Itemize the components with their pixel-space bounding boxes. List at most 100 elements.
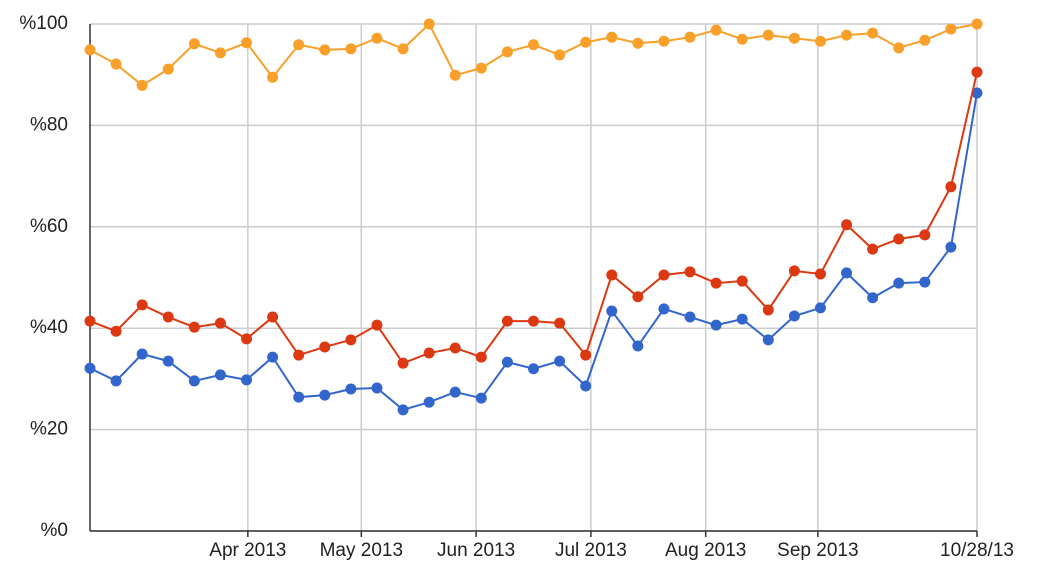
data-point [710,277,722,289]
data-point [214,47,226,59]
data-point [475,392,487,404]
data-point [919,34,931,46]
data-point [501,46,513,58]
data-point [919,276,931,288]
data-point [293,349,305,361]
data-point [475,351,487,363]
data-point [84,362,96,374]
y-tick-label: %40 [30,317,68,338]
data-point [188,375,200,387]
data-point [188,38,200,50]
x-tick-label: May 2013 [320,540,403,561]
data-point [397,357,409,369]
data-point [867,243,879,255]
data-point [267,311,279,323]
data-point [867,27,879,39]
data-point [214,317,226,329]
x-tick-label: Jun 2013 [437,540,515,561]
data-point [528,315,539,327]
data-point [162,63,174,75]
data-point [710,319,722,331]
data-point [528,363,539,375]
data-point [945,241,957,253]
data-point [736,33,748,45]
data-point [736,313,748,325]
data-point [814,302,826,314]
data-point [658,269,670,281]
data-point [971,18,983,30]
data-point [658,35,670,47]
y-tick-label: %60 [30,216,68,237]
data-point [554,49,566,61]
data-point [632,291,644,303]
data-point [684,311,696,323]
y-tick-label: %100 [19,13,68,34]
data-point [345,383,357,395]
data-point [241,333,253,345]
data-point [449,386,461,398]
data-point [554,355,566,367]
data-point [501,315,513,327]
data-point [449,69,461,81]
data-point [788,32,800,44]
x-tick-label: Sep 2013 [777,540,858,561]
data-point [84,315,96,327]
data-point [580,36,592,48]
data-point [762,334,774,346]
data-point [241,37,253,49]
data-point [136,79,148,91]
data-point [371,32,383,44]
x-tick-label: Aug 2013 [665,540,746,561]
series-line [89,92,978,411]
data-point [710,24,722,36]
data-point [528,39,539,51]
data-point [945,23,957,35]
data-point [162,355,174,367]
data-point [214,369,226,381]
y-tick-label: %0 [41,520,68,541]
data-point [893,42,905,54]
data-point [501,356,513,368]
data-point [188,321,200,333]
data-point [762,29,774,41]
data-point [110,58,122,70]
data-point [293,39,305,51]
y-tick-label: %20 [30,419,68,440]
data-point [319,389,331,401]
data-point [345,334,357,346]
data-point [684,266,696,278]
data-point [397,43,409,55]
data-point [736,275,748,287]
data-point [788,310,800,322]
data-point [788,265,800,277]
data-point [293,391,305,403]
data-point [319,341,331,353]
data-point [136,299,148,311]
data-point [110,325,122,337]
data-point [423,18,435,30]
data-point [919,229,931,241]
data-point [762,304,774,316]
data-point [580,349,592,361]
data-point [684,31,696,43]
data-point [658,303,670,315]
data-point [580,380,592,392]
data-point [606,31,618,43]
data-point [632,340,644,352]
data-point [971,66,983,78]
data-point [371,319,383,331]
data-point [814,35,826,47]
data-point [397,404,409,416]
data-point [267,351,279,363]
data-point [423,396,435,408]
data-point [136,348,148,360]
data-point [475,62,487,74]
y-tick-label: %80 [30,114,68,135]
x-tick-label: Apr 2013 [209,540,286,561]
data-point [345,43,357,55]
data-point [606,269,618,281]
data-point [841,219,853,231]
data-point [945,181,957,193]
data-point [606,305,618,317]
